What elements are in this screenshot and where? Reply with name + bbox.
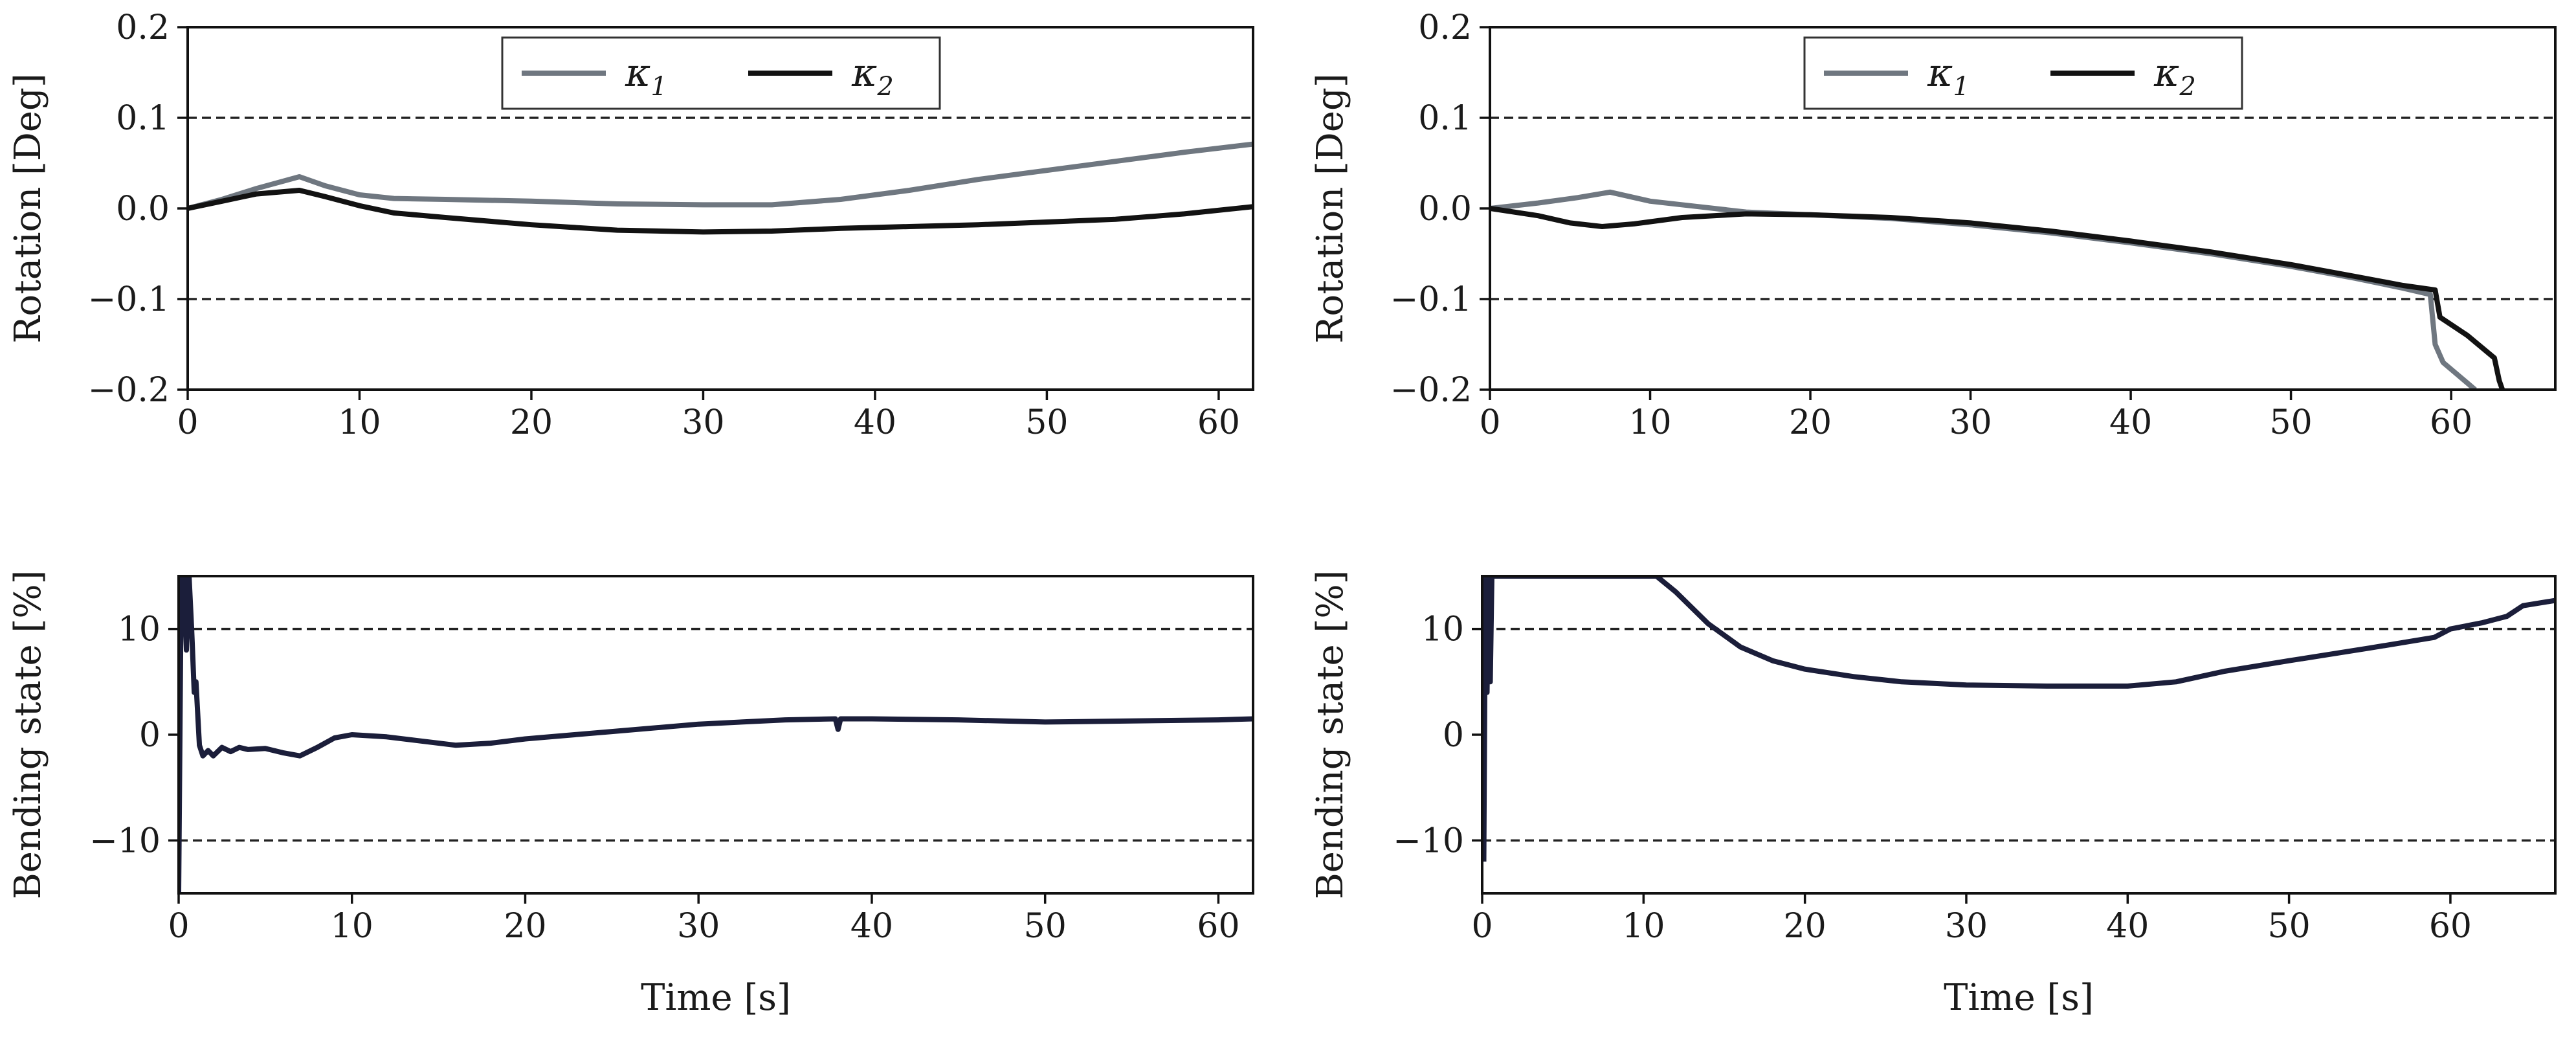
x-tick-label: 20: [510, 403, 553, 442]
x-tick-label: 20: [504, 907, 546, 946]
series-group: [179, 576, 1253, 893]
y-tick-label: −10: [1393, 821, 1464, 860]
x-tick-label: 40: [854, 403, 896, 442]
legend: κ1 κ2: [1803, 36, 2243, 110]
x-tick-label: 0: [168, 907, 189, 946]
x-tick-label: 20: [1789, 403, 1832, 442]
x-tick-label: 60: [1197, 403, 1240, 442]
x-tick-label: 0: [1471, 907, 1493, 946]
series-line-bending-state: [179, 576, 1253, 893]
legend-symbol: κ: [1927, 50, 1953, 96]
y-axis-title: Bending state [%]: [1309, 570, 1351, 900]
series-group: [1482, 576, 2555, 862]
y-tick-label: 0.2: [116, 8, 170, 47]
x-tick-label: 30: [682, 403, 724, 442]
series-group: [1490, 189, 2505, 390]
x-tick-label: 10: [331, 907, 373, 946]
legend-label: κ2: [2153, 50, 2196, 102]
y-tick-label: 0: [139, 716, 161, 755]
legend-subscript: 1: [1953, 72, 1969, 102]
y-tick-label: 10: [118, 610, 161, 649]
y-tick-label: −0.2: [88, 371, 170, 410]
series-line-κ1: [188, 141, 1253, 211]
y-tick-label: 0.1: [1418, 99, 1472, 138]
series-group: [188, 141, 1253, 235]
x-tick-label: 60: [2429, 907, 2472, 946]
legend-label: κ1: [625, 50, 667, 102]
x-tick-label: 60: [1197, 907, 1239, 946]
y-axis-title: Bending state [%]: [7, 570, 49, 900]
series-line-κ2: [1490, 206, 2505, 390]
x-tick-label: 30: [1949, 403, 1992, 442]
x-tick-label: 60: [2430, 403, 2472, 442]
series-line-bending-state: [1482, 576, 2555, 862]
y-tick-label: 0.1: [116, 99, 170, 138]
legend-subscript: 1: [650, 72, 667, 102]
y-tick-label: 10: [1421, 610, 1464, 649]
bottom-left-panel: 0 10 20 30 40 50 60 −10 0 10 Bending state [%] Time…: [7, 570, 1254, 1019]
y-tick-label: −0.1: [1390, 280, 1472, 319]
x-tick-label: 50: [2270, 403, 2313, 442]
bottom-right-panel: 0 10 20 30 40 50 60 −10 0 10 Bending state [%] Time…: [1309, 570, 2557, 1019]
x-tick-label: 30: [1945, 907, 1988, 946]
y-tick-label: −0.1: [88, 280, 170, 319]
x-tick-label: 10: [1622, 907, 1665, 946]
y-tick-label: −10: [89, 821, 161, 860]
x-tick-label: 20: [1784, 907, 1827, 946]
legend-subscript: 2: [876, 72, 893, 102]
y-tick-label: 0.0: [116, 190, 170, 229]
series-line-κ2: [188, 188, 1253, 235]
legend-symbol: κ: [851, 50, 877, 96]
x-tick-label: 30: [677, 907, 720, 946]
x-tick-label: 40: [2106, 907, 2149, 946]
x-tick-label: 50: [1025, 403, 1068, 442]
x-tick-label: 10: [338, 403, 381, 442]
legend-label: κ1: [1927, 50, 1970, 102]
x-axis-title: Time [s]: [641, 977, 791, 1019]
top-right-panel: 0 10 20 30 40 50 60 −0.2 −0.1 0.0 0.1 0.2 Rotation […: [1309, 8, 2557, 442]
legend-subscript: 2: [2179, 72, 2195, 102]
x-tick-label: 10: [1628, 403, 1671, 442]
x-tick-label: 0: [1479, 403, 1500, 442]
axes-frame: [1481, 575, 2557, 895]
y-tick-label: −0.2: [1390, 371, 1472, 410]
legend-symbol: κ: [2153, 50, 2179, 96]
x-tick-label: 50: [1024, 907, 1067, 946]
legend: κ1 κ2: [501, 36, 941, 110]
x-tick-label: 0: [177, 403, 198, 442]
x-tick-label: 40: [850, 907, 893, 946]
legend-label: κ2: [851, 50, 894, 102]
y-axis-title: Rotation [Deg]: [1309, 73, 1351, 343]
y-tick-label: 0.2: [1418, 8, 1472, 47]
top-left-panel: 0 10 20 30 40 50 60 −0.2 −0.1 0.0 0.1 0.2 Rotation […: [7, 8, 1254, 442]
y-tick-label: 0: [1443, 716, 1464, 755]
x-tick-label: 40: [2109, 403, 2152, 442]
x-tick-label: 50: [2268, 907, 2311, 946]
legend-symbol: κ: [625, 50, 650, 96]
y-tick-label: 0.0: [1418, 190, 1472, 229]
y-axis-title: Rotation [Deg]: [7, 73, 49, 343]
x-axis-title: Time [s]: [1944, 977, 2094, 1019]
